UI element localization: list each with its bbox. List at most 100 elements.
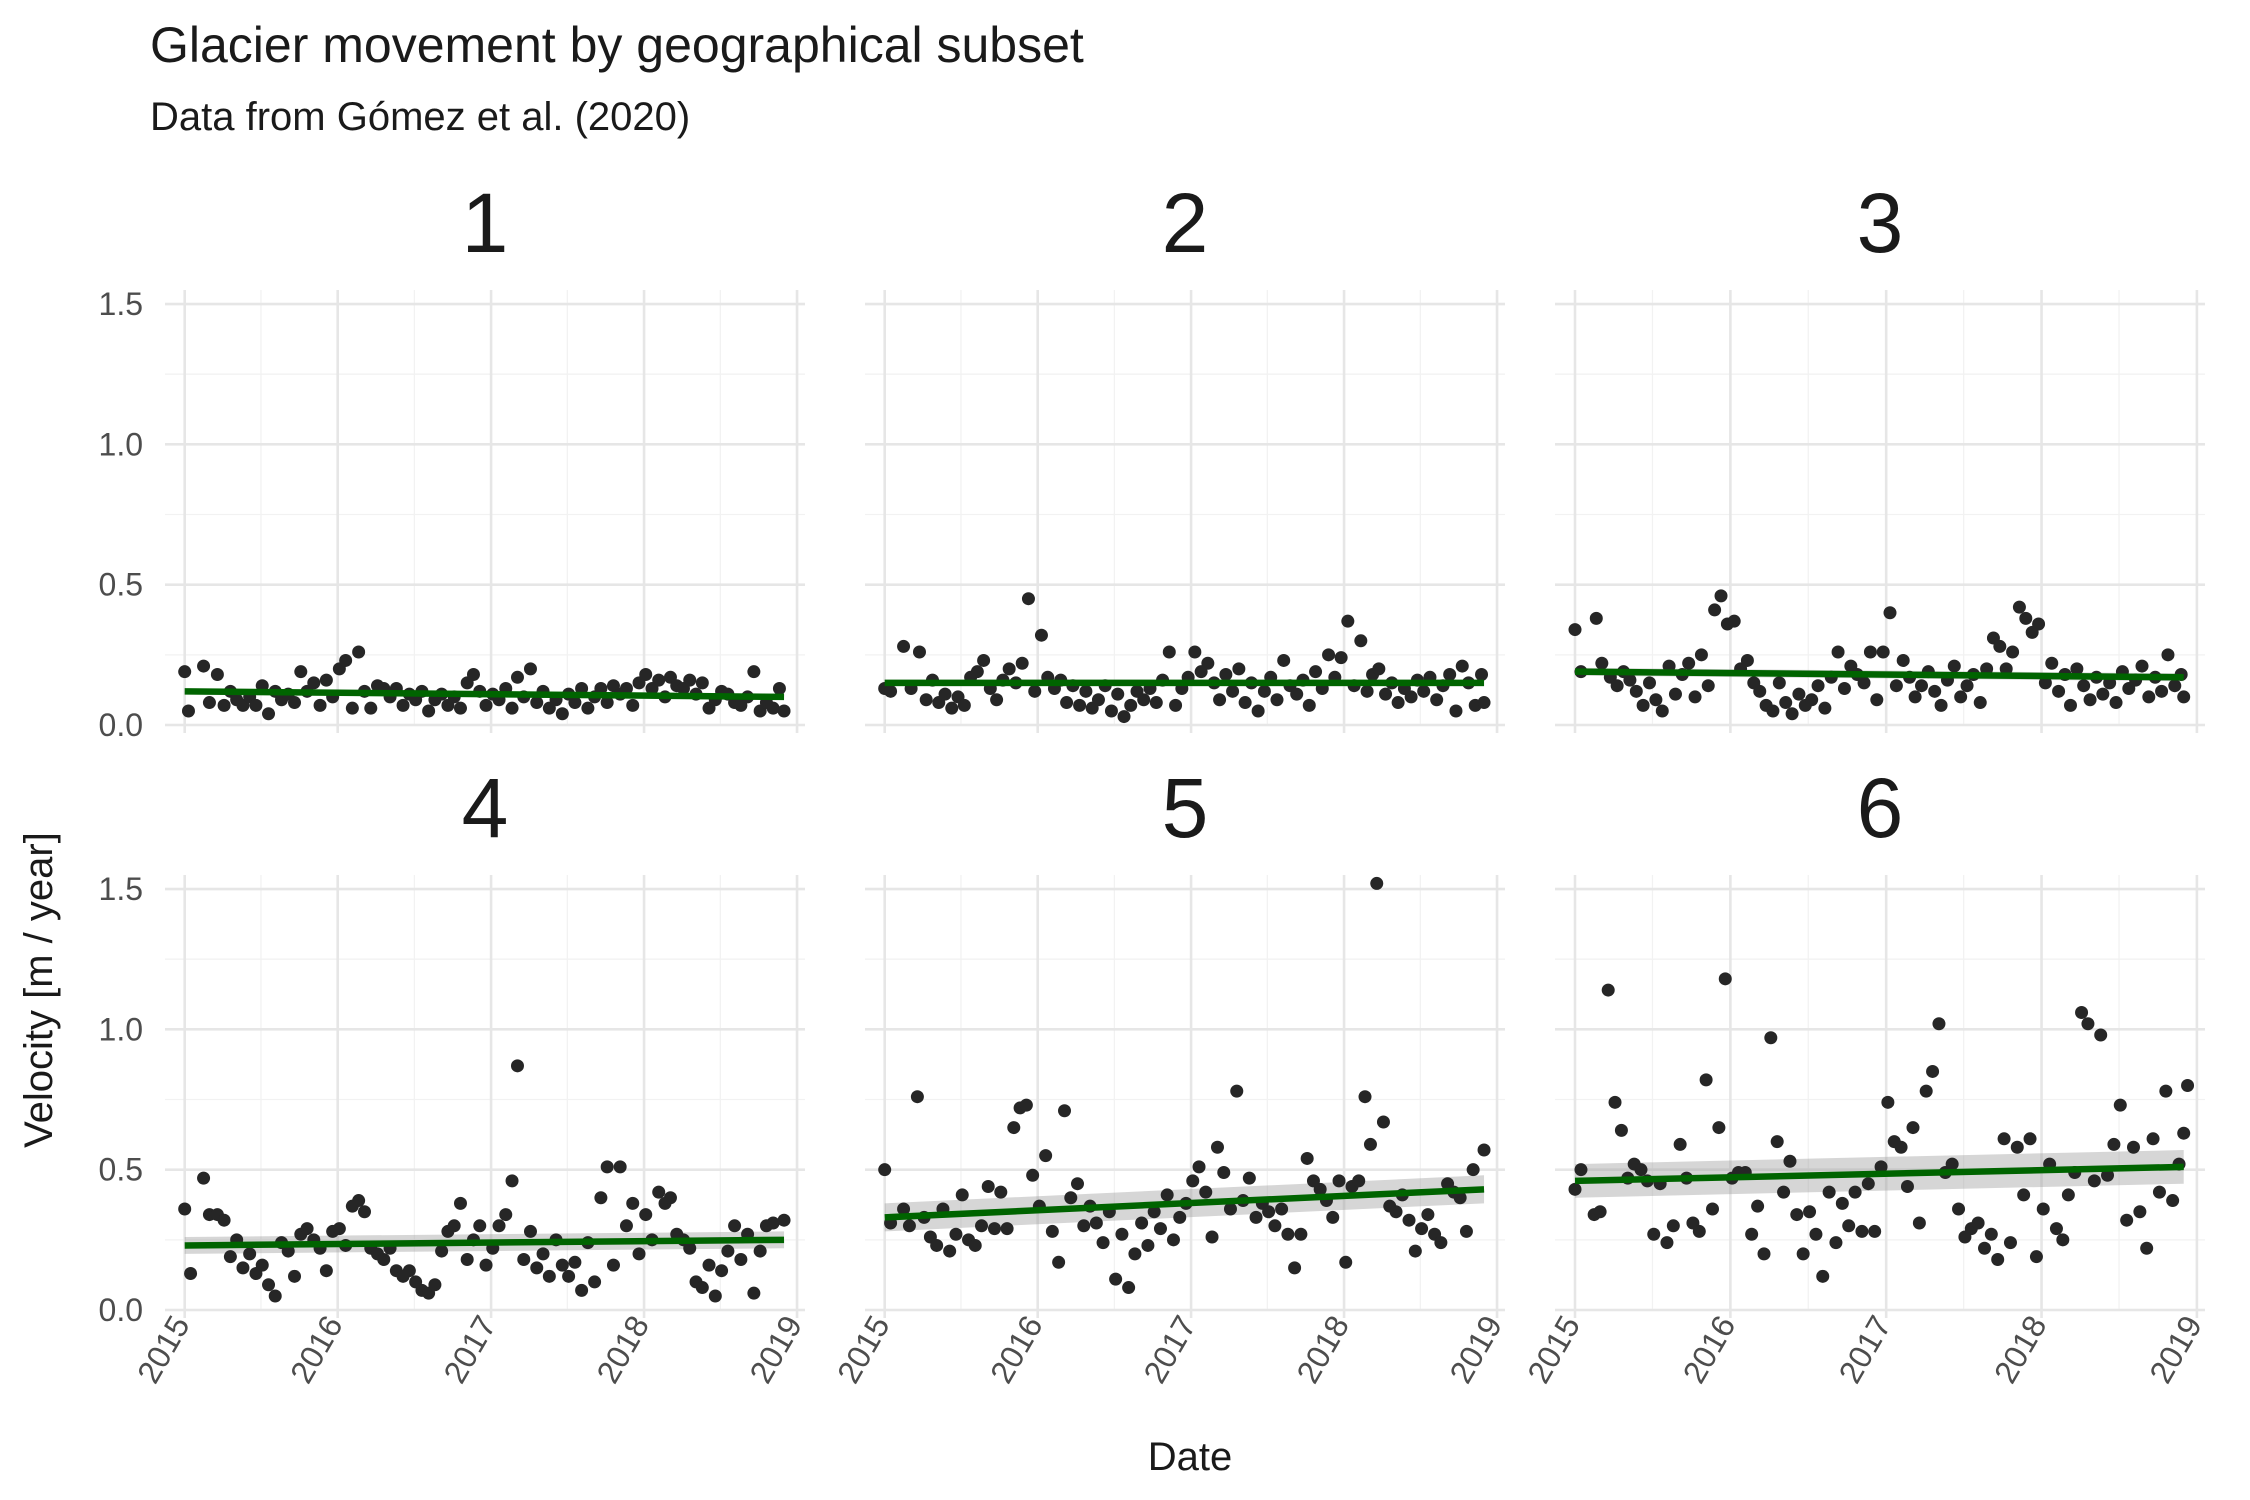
data-point — [588, 1275, 602, 1289]
data-point — [1372, 662, 1386, 676]
data-point — [1894, 1140, 1908, 1154]
data-point — [473, 1219, 487, 1233]
data-point — [884, 684, 898, 698]
data-point — [217, 698, 231, 712]
data-point — [990, 693, 1004, 707]
data-point — [1908, 690, 1922, 704]
data-point — [2094, 1028, 2108, 1042]
trend-line — [184, 1236, 785, 1249]
data-point — [619, 1219, 633, 1233]
y-axis-title: Velocity [m / year] — [17, 832, 61, 1148]
data-point — [1764, 1031, 1778, 1045]
data-point — [1160, 1188, 1174, 1202]
data-point — [1883, 606, 1897, 620]
data-point — [1052, 1255, 1066, 1269]
data-point — [1173, 1210, 1187, 1224]
data-point — [695, 676, 709, 690]
data-point — [1857, 676, 1871, 690]
data-point — [1302, 698, 1316, 712]
data-point — [319, 1264, 333, 1278]
data-point — [1313, 1182, 1327, 1196]
data-point — [1277, 653, 1291, 667]
data-point — [1077, 1219, 1091, 1233]
data-point — [1666, 1219, 1680, 1233]
facet-strip-label: 6 — [1857, 761, 1904, 855]
data-point — [1960, 679, 1974, 693]
x-tick-label: 2018 — [589, 1310, 656, 1390]
data-point — [1124, 698, 1138, 712]
data-point — [1089, 1216, 1103, 1230]
data-point — [428, 1278, 442, 1292]
data-point — [2070, 662, 2084, 676]
data-point — [281, 1244, 295, 1258]
data-point — [1358, 1090, 1372, 1104]
data-point — [594, 1191, 608, 1205]
x-tick-label: 2018 — [1289, 1310, 1356, 1390]
data-point — [1796, 1247, 1810, 1261]
data-point — [708, 1289, 722, 1303]
data-point — [435, 1244, 449, 1258]
data-point — [1002, 662, 1016, 676]
data-point — [1058, 1104, 1072, 1118]
data-point — [766, 1216, 780, 1230]
data-point — [2140, 1241, 2154, 1255]
data-point — [352, 1194, 366, 1208]
data-point — [536, 1247, 550, 1261]
data-point — [613, 1160, 627, 1174]
data-point — [1829, 1236, 1843, 1250]
data-point — [2077, 679, 2091, 693]
data-point — [594, 682, 608, 696]
data-point — [1574, 1163, 1588, 1177]
data-point — [600, 696, 614, 710]
data-point — [1477, 1143, 1491, 1157]
data-point — [2010, 1140, 2024, 1154]
data-point — [902, 1219, 916, 1233]
data-point — [1595, 656, 1609, 670]
data-point — [1954, 690, 1968, 704]
data-point — [2083, 693, 2097, 707]
data-point — [1021, 592, 1035, 606]
data-point — [1363, 1137, 1377, 1151]
data-point — [1912, 1216, 1926, 1230]
data-point — [1757, 1247, 1771, 1261]
data-point — [1876, 645, 1890, 659]
data-point — [1141, 1238, 1155, 1252]
data-point — [1294, 1227, 1308, 1241]
data-point — [1772, 676, 1786, 690]
data-point — [178, 665, 192, 679]
data-point — [1803, 1205, 1817, 1219]
data-point — [1673, 1137, 1687, 1151]
data-point — [510, 670, 524, 684]
data-point — [542, 1269, 556, 1283]
data-point — [2101, 1168, 2115, 1182]
data-point — [695, 1281, 709, 1295]
data-point — [1117, 710, 1131, 724]
data-point — [1404, 690, 1418, 704]
data-point — [1290, 687, 1304, 701]
data-point — [600, 1160, 614, 1174]
data-point — [1242, 1171, 1256, 1185]
data-point — [957, 698, 971, 712]
data-point — [988, 1222, 1002, 1236]
data-point — [1608, 1095, 1622, 1109]
data-point — [1026, 1168, 1040, 1182]
data-point — [1073, 698, 1087, 712]
facet-strip-label: 1 — [462, 176, 509, 270]
data-point — [753, 1244, 767, 1258]
data-point — [1430, 693, 1444, 707]
data-point — [1779, 696, 1793, 710]
data-point — [2133, 1205, 2147, 1219]
data-point — [945, 701, 959, 715]
data-point — [728, 1219, 742, 1233]
data-point — [1668, 687, 1682, 701]
data-point — [1861, 1177, 1875, 1191]
data-point — [1070, 1177, 1084, 1191]
data-point — [1309, 665, 1323, 679]
data-point — [1064, 1191, 1078, 1205]
trend-line — [884, 1186, 1485, 1221]
data-point — [747, 1286, 761, 1300]
data-point — [568, 696, 582, 710]
data-point — [1906, 1121, 1920, 1135]
data-point — [523, 1224, 537, 1238]
data-point — [1915, 679, 1929, 693]
